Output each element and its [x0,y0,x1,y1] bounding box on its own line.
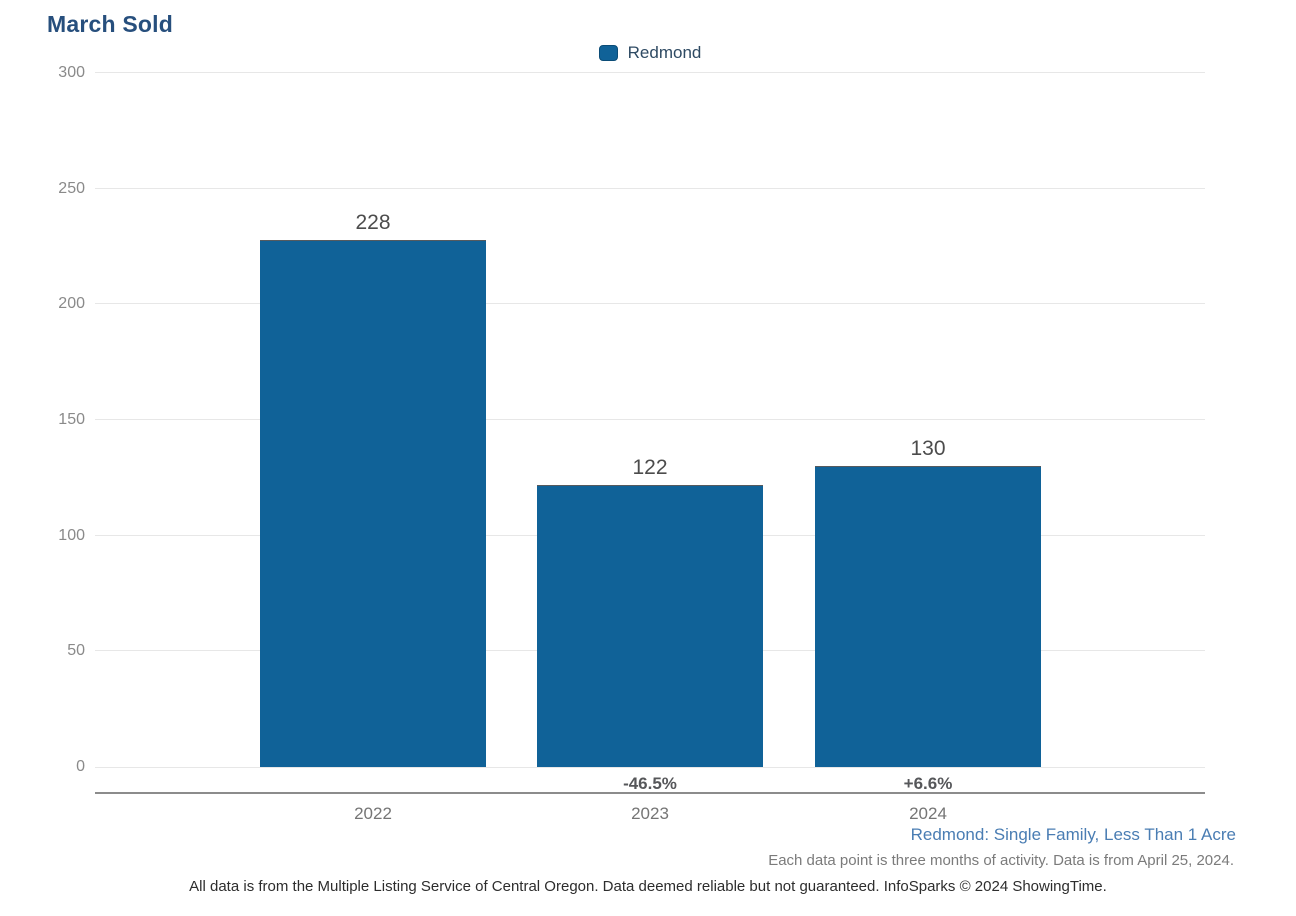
bar-value-label-2024: 130 [910,437,946,460]
bar-value-label-2022: 228 [355,211,391,234]
plot-area: 0 50 100 150 200 250 300 228 2022 122 -46.5% 2023 13… [58,64,1205,823]
legend-label[interactable]: Redmond [627,43,702,62]
y-axis-tick-150: 150 [58,411,85,428]
gridline-y0 [95,767,1205,768]
x-axis-line [95,792,1205,794]
bar-value-label-2023: 122 [632,456,668,479]
bar-2023[interactable] [537,485,763,767]
legend-swatch-icon[interactable] [598,45,618,61]
gridline-y150 [95,419,1205,420]
gridline-y200 [95,303,1205,304]
disclaimer-footnote: All data is from the Multiple Listing Se… [189,878,1107,895]
x-axis-tick-2024: 2024 [909,804,947,823]
bar-2022[interactable] [260,240,486,767]
gridline-y300 [95,72,1205,73]
y-axis-tick-100: 100 [58,527,85,544]
bar-2024[interactable] [815,466,1041,767]
gridline-y250 [95,188,1205,189]
change-label-2023: -46.5% [623,774,677,793]
x-axis-tick-2023: 2023 [631,804,669,823]
y-axis-tick-200: 200 [58,295,85,312]
chart-title: March Sold [47,11,173,37]
y-axis-tick-300: 300 [58,64,85,81]
x-axis-tick-2022: 2022 [354,804,392,823]
y-axis-tick-0: 0 [76,758,85,775]
data-note-footnote: Each data point is three months of activ… [768,852,1234,869]
y-axis-tick-250: 250 [58,180,85,197]
y-axis-tick-50: 50 [67,642,85,659]
segment-footnote: Redmond: Single Family, Less Than 1 Acre [910,825,1236,844]
legend: Redmond [95,40,1205,66]
change-label-2024: +6.6% [903,774,953,793]
